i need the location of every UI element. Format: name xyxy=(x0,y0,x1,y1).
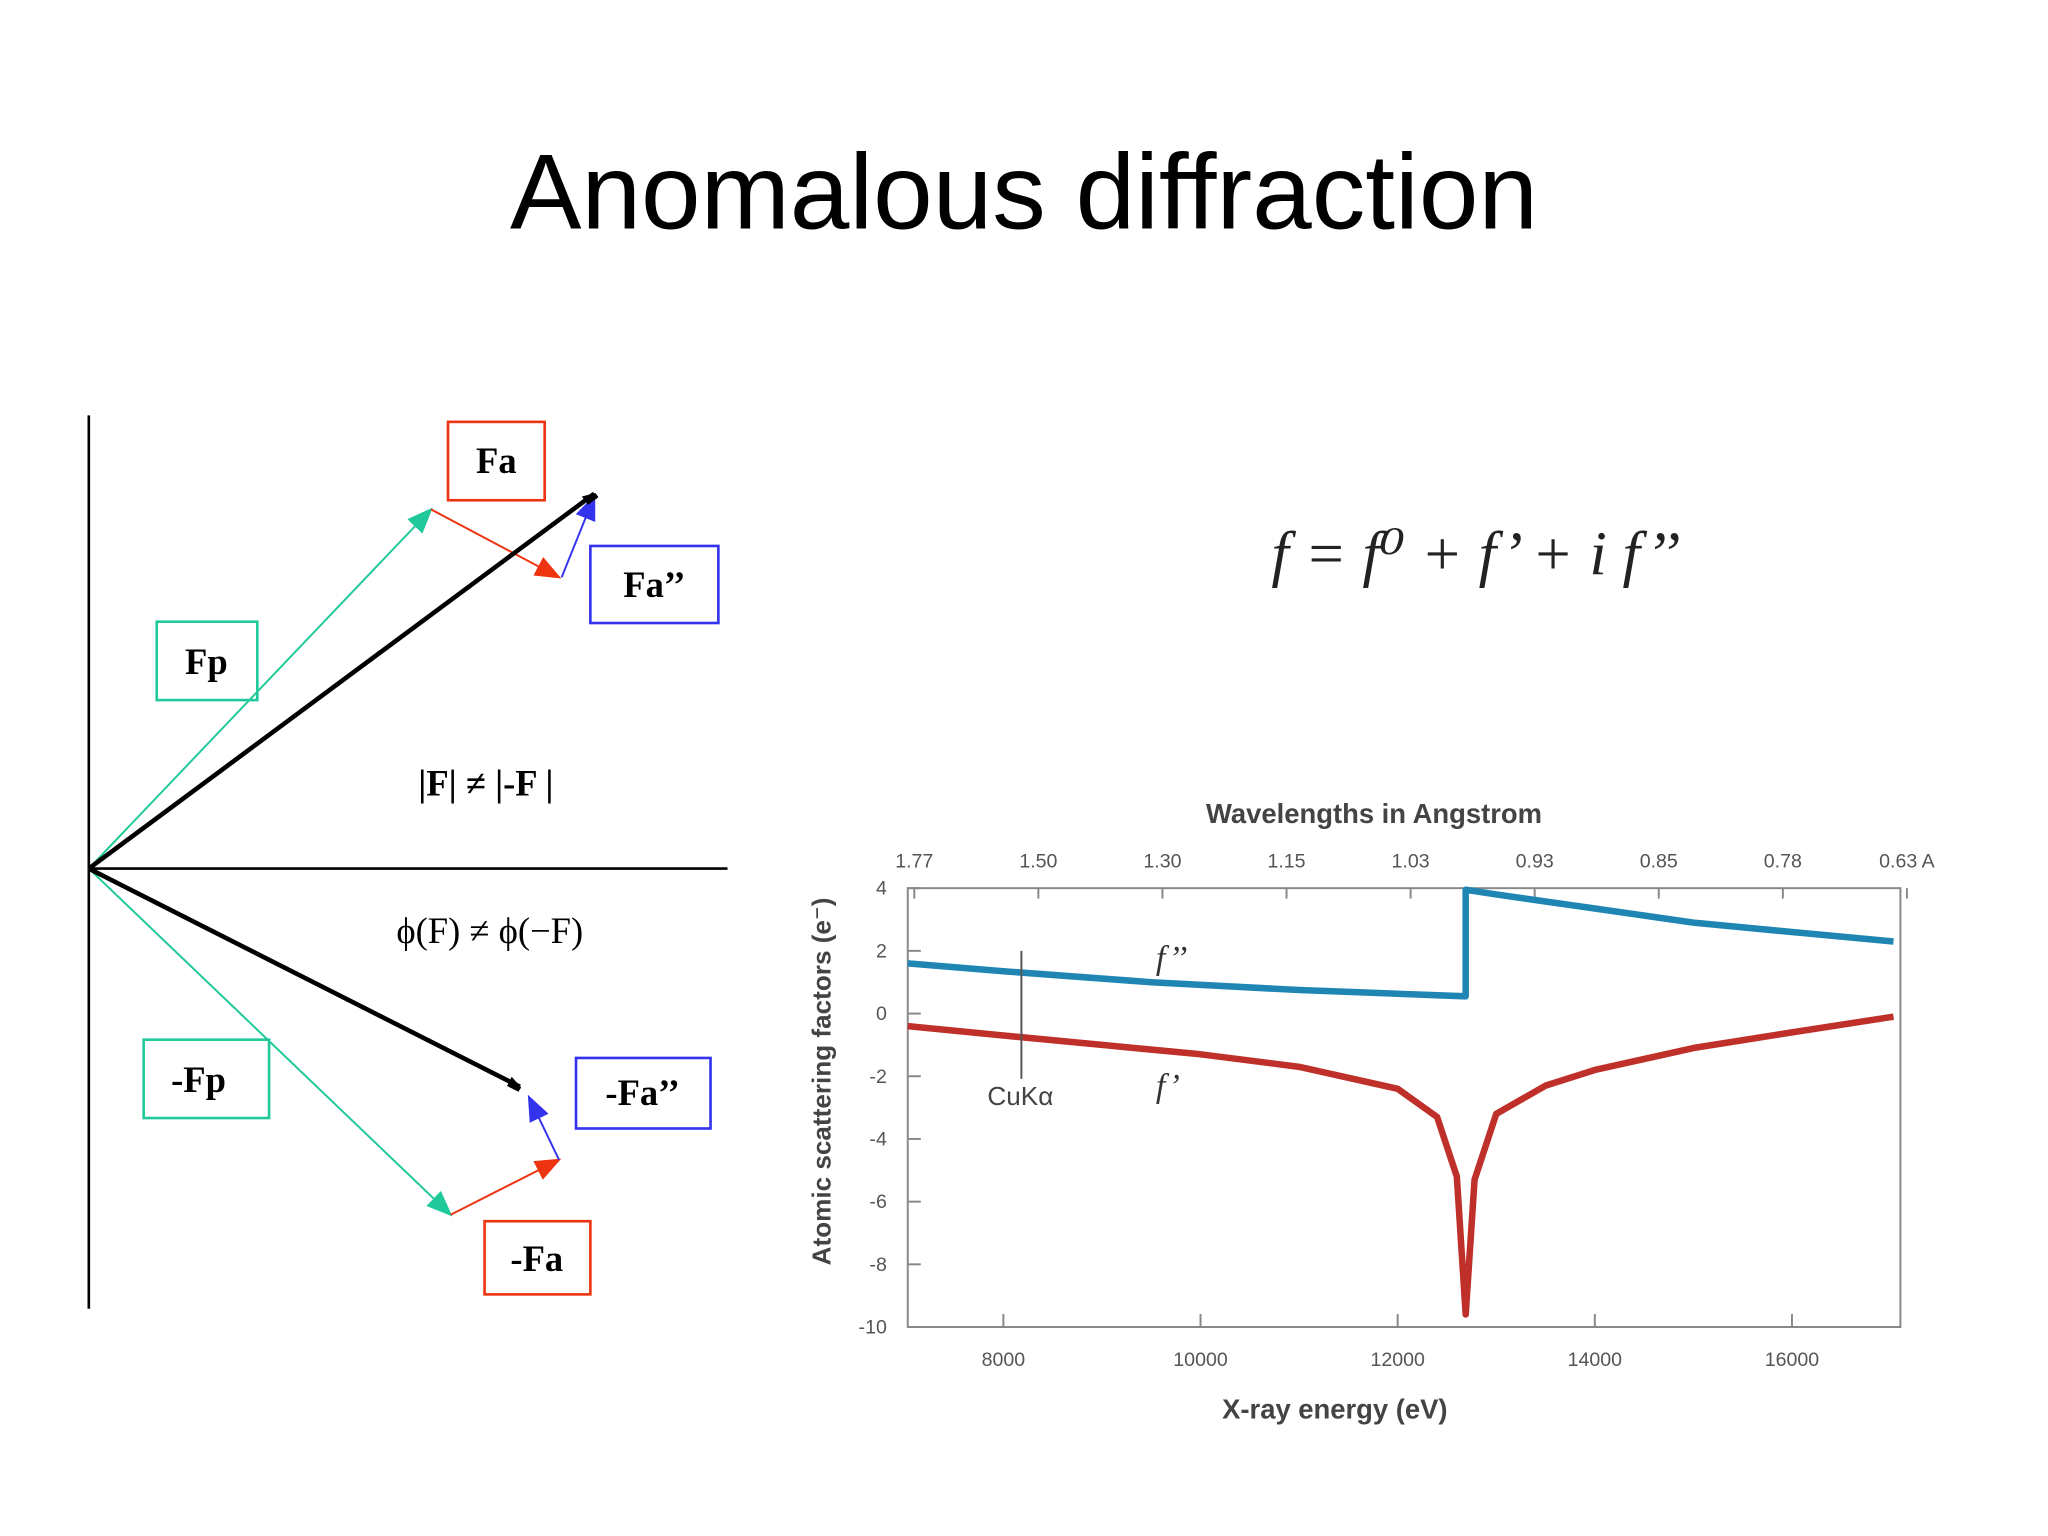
label-box xyxy=(155,620,259,702)
arrow xyxy=(450,1158,562,1216)
arrow xyxy=(527,1094,560,1161)
slide-title: Anomalous diffraction xyxy=(510,132,1538,252)
x2-tick-label: 1.03 xyxy=(1392,850,1430,872)
annotation: CuKα xyxy=(987,1081,1053,1111)
series-line xyxy=(907,1013,1895,1318)
x2-tick-label: 1.15 xyxy=(1267,850,1305,872)
y-tick-label: -2 xyxy=(869,1066,886,1088)
x2-tick-label: 0.85 xyxy=(1640,850,1678,872)
label-box xyxy=(589,544,720,625)
y-tick-label: -6 xyxy=(869,1191,887,1213)
vector-label: Fa xyxy=(476,440,517,481)
x-tick-label: 10000 xyxy=(1173,1349,1228,1371)
x-tick-label: 8000 xyxy=(982,1349,1026,1371)
annotation: f’’ xyxy=(1156,940,1187,977)
y-tick-label: 2 xyxy=(876,940,887,962)
y-tick-label: -8 xyxy=(869,1254,887,1276)
note: |F| ≠ |-F | xyxy=(418,762,553,803)
vector-label: Fa’’ xyxy=(623,564,685,605)
x2-tick-label: 0.78 xyxy=(1764,850,1802,872)
vector-label: -Fa xyxy=(510,1238,563,1279)
chart: 4 2 0 -2 -4 -6 -8 -10 8000 10000 12000 14000 16000 1.… xyxy=(807,798,1936,1425)
label-box xyxy=(446,420,546,502)
x2-tick-label: 1.30 xyxy=(1143,850,1181,872)
x2-tick-label: 0.63 A xyxy=(1879,850,1935,872)
arrow xyxy=(88,507,433,870)
x-tick-label: 12000 xyxy=(1370,1349,1425,1371)
arrow xyxy=(430,508,562,579)
x2-tick-label: 1.77 xyxy=(895,850,933,872)
y-tick-label: 4 xyxy=(876,878,887,900)
label-box xyxy=(574,1056,712,1130)
y-tick-label: 0 xyxy=(876,1003,887,1025)
x2-axis-title: Wavelengths in Angstrom xyxy=(1206,798,1542,829)
formula: f = f⁰ + f’ + i f’’ xyxy=(1271,519,1680,589)
x-axis-title: X-ray energy (eV) xyxy=(1222,1393,1447,1424)
label-box xyxy=(142,1038,271,1120)
y-tick-label: -10 xyxy=(859,1317,887,1339)
x2-tick-label: 1.50 xyxy=(1019,850,1057,872)
y-tick-label: -4 xyxy=(869,1128,887,1150)
x-tick-label: 16000 xyxy=(1765,1349,1820,1371)
x-tick-label: 14000 xyxy=(1568,1349,1623,1371)
arrow xyxy=(87,494,594,871)
label-box xyxy=(483,1219,592,1296)
vector-diagram: Fa Fa’’ Fp -Fp -Fa’’ -Fa |F| ≠ |-F | ϕ(F… xyxy=(87,415,728,1309)
vector-label: -Fp xyxy=(171,1059,226,1100)
note: ϕ(F) ≠ ϕ(−F) xyxy=(396,910,583,951)
series-line xyxy=(907,886,1894,1000)
arrow xyxy=(87,866,520,1087)
vector-label: -Fa’’ xyxy=(605,1072,679,1113)
x2-tick-label: 0.93 xyxy=(1516,850,1554,872)
plot-frame xyxy=(906,887,1902,1328)
y-axis-title: Atomic scattering factors (e⁻) xyxy=(807,898,837,1266)
vector-label: Fp xyxy=(185,641,228,682)
annotation: f’ xyxy=(1156,1068,1180,1105)
arrow xyxy=(560,493,596,578)
